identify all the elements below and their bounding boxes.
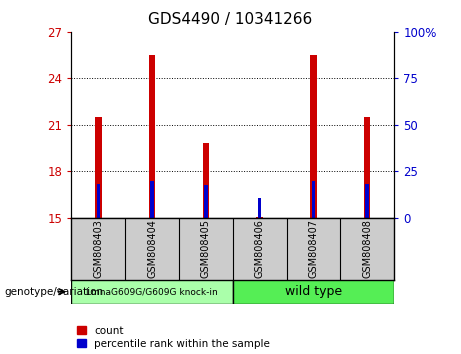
- Text: GSM808407: GSM808407: [308, 219, 319, 278]
- Legend: count, percentile rank within the sample: count, percentile rank within the sample: [77, 326, 270, 349]
- Bar: [150, 181, 154, 218]
- Text: genotype/variation: genotype/variation: [5, 287, 104, 297]
- Bar: [366, 184, 369, 218]
- Text: GSM808404: GSM808404: [147, 219, 157, 278]
- Bar: [96, 184, 100, 218]
- Text: GDS4490 / 10341266: GDS4490 / 10341266: [148, 12, 313, 27]
- Text: wild type: wild type: [285, 285, 342, 298]
- Bar: [256, 217, 263, 218]
- Bar: [310, 55, 317, 218]
- Text: GSM808405: GSM808405: [201, 219, 211, 278]
- Bar: [95, 117, 101, 218]
- Bar: [258, 198, 261, 218]
- Text: GSM808406: GSM808406: [254, 219, 265, 278]
- Bar: [233, 280, 394, 304]
- Bar: [149, 55, 155, 218]
- Text: LmnaG609G/G609G knock-in: LmnaG609G/G609G knock-in: [86, 287, 218, 296]
- Bar: [71, 280, 233, 304]
- Bar: [312, 181, 315, 218]
- Bar: [364, 117, 371, 218]
- Bar: [203, 143, 209, 218]
- Bar: [204, 185, 208, 218]
- Text: GSM808403: GSM808403: [93, 219, 103, 278]
- Text: GSM808408: GSM808408: [362, 219, 372, 278]
